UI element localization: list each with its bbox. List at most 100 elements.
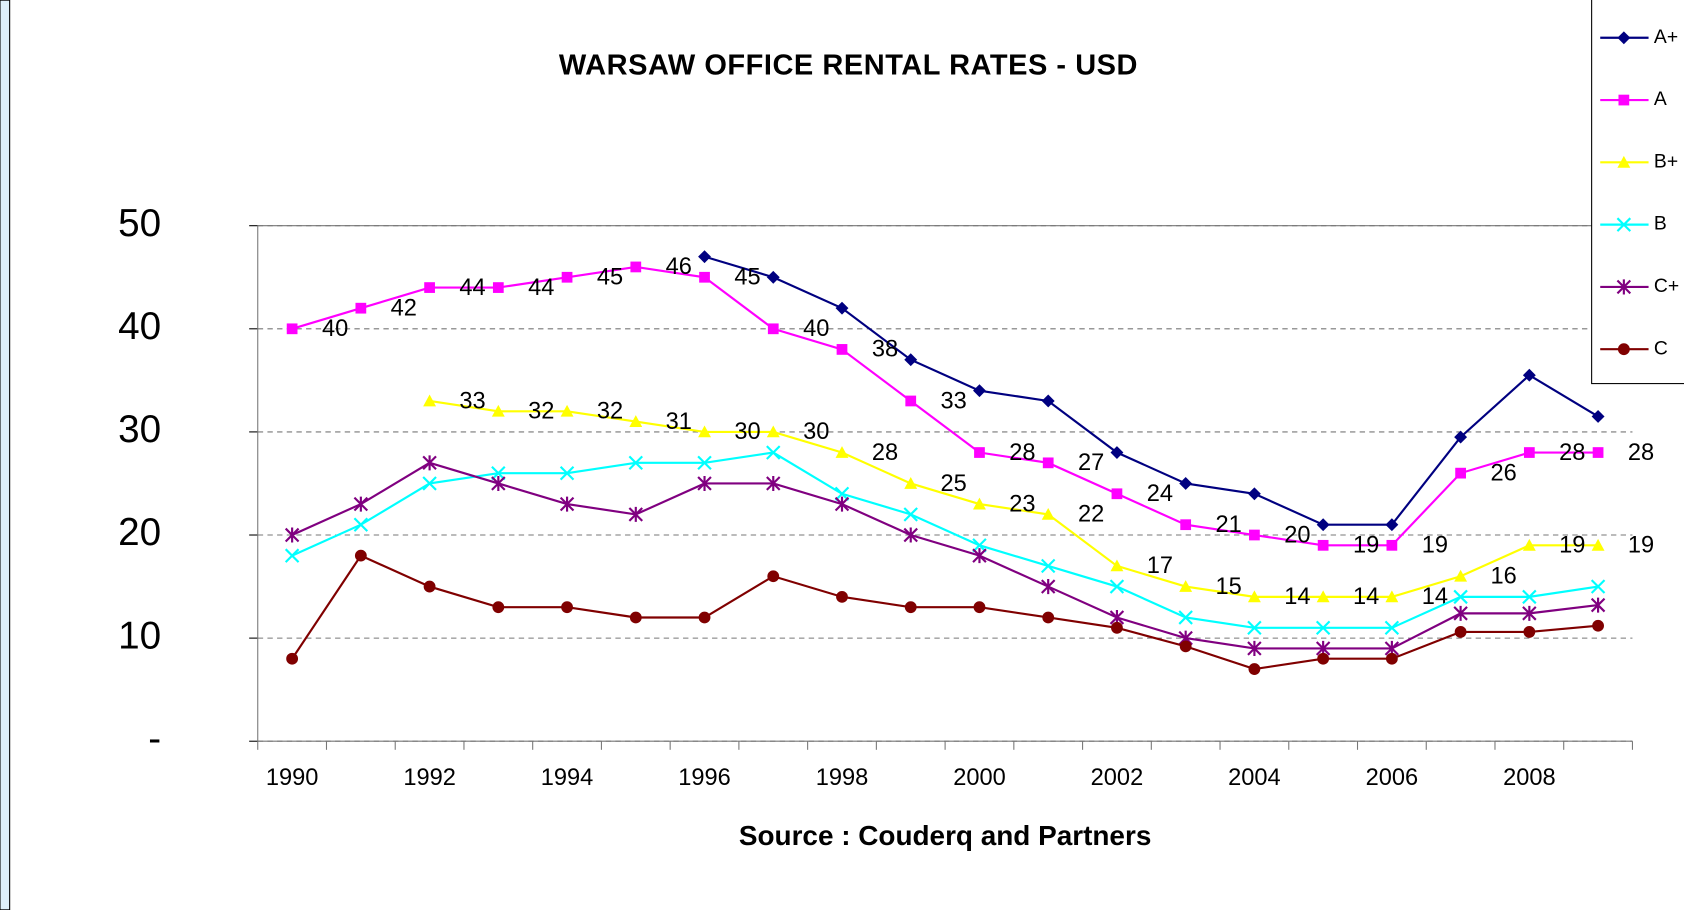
marker (561, 601, 573, 614)
marker (973, 601, 986, 614)
marker (491, 465, 506, 481)
x-tick-label: 1990 (266, 765, 319, 791)
legend-label: B+ (1654, 151, 1678, 172)
marker (1592, 447, 1604, 458)
data-label: 44 (459, 275, 485, 301)
marker (1384, 620, 1400, 636)
marker (1454, 430, 1468, 444)
marker (1247, 620, 1262, 636)
marker (286, 652, 299, 665)
marker (1247, 590, 1261, 603)
x-tick-label: 2002 (1091, 765, 1144, 791)
marker (972, 538, 987, 553)
marker (1041, 558, 1056, 574)
y-tick-label: 20 (118, 511, 161, 554)
marker (767, 323, 779, 335)
data-label: 28 (1628, 440, 1654, 466)
data-label: 45 (597, 265, 623, 291)
legend-box (1591, 0, 1684, 385)
marker (1111, 488, 1123, 500)
series-line (291, 451, 1599, 629)
marker (423, 394, 437, 407)
data-label: 16 (1490, 564, 1516, 590)
legend-marker (1618, 94, 1630, 106)
marker (1590, 597, 1606, 613)
data-label: 19 (1353, 533, 1379, 559)
legend-marker (1617, 155, 1631, 168)
data-label: 45 (734, 265, 760, 291)
marker (1249, 529, 1260, 541)
marker (1315, 620, 1331, 636)
marker (1042, 611, 1055, 624)
marker (766, 425, 780, 438)
data-label: 25 (941, 471, 967, 497)
marker (491, 475, 506, 491)
marker (1109, 579, 1125, 594)
data-label: 33 (459, 388, 485, 414)
marker (903, 507, 918, 522)
marker (353, 496, 369, 512)
marker (630, 261, 642, 273)
x-tick-label: 1992 (403, 765, 456, 791)
data-label: 27 (1078, 450, 1104, 476)
y-tick-label: 50 (118, 202, 161, 245)
marker (1454, 626, 1467, 638)
marker (836, 590, 848, 603)
marker (1110, 559, 1124, 572)
data-label: 21 (1215, 512, 1241, 538)
data-label: 42 (391, 295, 417, 321)
marker (836, 344, 848, 355)
marker (1522, 589, 1537, 605)
x-tick-label: 2004 (1228, 765, 1281, 791)
marker (903, 527, 918, 543)
data-label: 17 (1147, 553, 1173, 579)
marker (1385, 652, 1398, 665)
marker (1317, 652, 1330, 665)
marker (973, 497, 986, 510)
data-label: 22 (1078, 502, 1104, 528)
marker (1386, 539, 1398, 551)
marker (422, 476, 437, 491)
data-label: 23 (1009, 491, 1035, 517)
x-tick-label: 2008 (1503, 765, 1556, 791)
x-tick-label: 1994 (541, 765, 594, 791)
marker (835, 446, 849, 458)
marker (698, 250, 711, 264)
data-label: 40 (803, 316, 829, 342)
legend-label: C (1654, 338, 1668, 359)
marker (1522, 538, 1536, 551)
marker (1042, 457, 1054, 469)
x-tick-label: 1996 (678, 765, 731, 791)
y-tick-label: - (148, 717, 161, 760)
series-line (291, 461, 1599, 650)
marker (353, 517, 369, 532)
marker (834, 486, 850, 501)
series-line (704, 255, 1599, 526)
data-label: 30 (803, 419, 829, 445)
data-label: 28 (1559, 440, 1585, 466)
marker (1041, 579, 1056, 595)
marker (1590, 579, 1606, 594)
marker (1454, 569, 1468, 582)
marker (492, 282, 504, 293)
marker (354, 549, 367, 562)
marker (1592, 619, 1604, 632)
marker (561, 271, 573, 283)
marker (1179, 477, 1193, 490)
data-label: 32 (597, 399, 623, 425)
x-tick-label: 1998 (816, 765, 869, 791)
legend-label: C+ (1654, 276, 1679, 297)
marker (284, 548, 300, 563)
marker (1591, 538, 1605, 551)
legend: A+ A B+ B C+ C (1591, 0, 1684, 385)
marker (1453, 589, 1468, 605)
data-label: 14 (1284, 584, 1310, 610)
data-label: 28 (1009, 440, 1035, 466)
marker (1179, 640, 1192, 653)
marker (974, 447, 985, 458)
data-label: 31 (666, 409, 692, 435)
marker (905, 395, 917, 407)
data-label: 14 (1422, 584, 1448, 610)
legend-label: B (1654, 214, 1667, 235)
marker (766, 445, 781, 460)
